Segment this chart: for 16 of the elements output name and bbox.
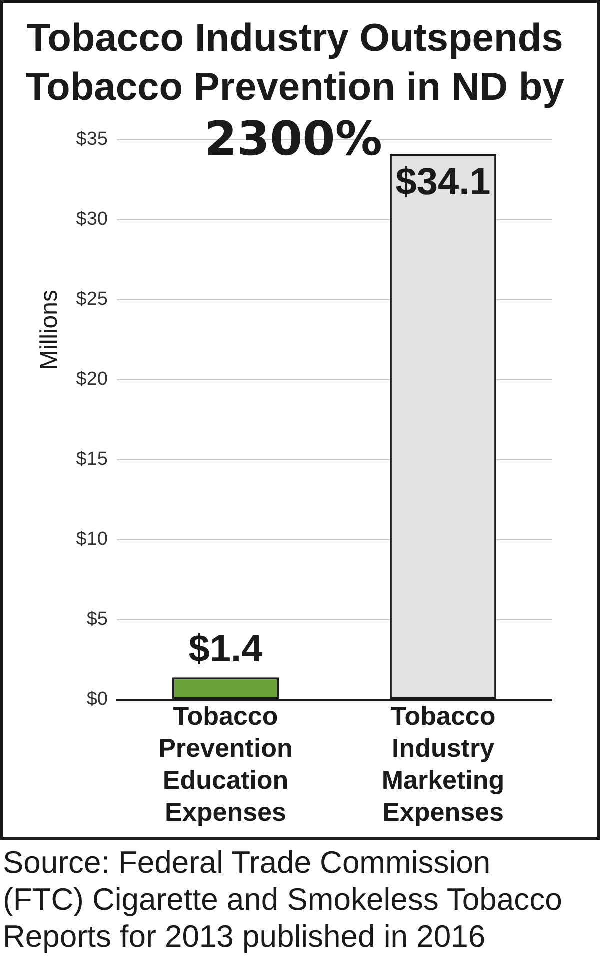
y-tick-label: $30 (76, 209, 108, 230)
y-tick-label: $35 (76, 129, 108, 150)
data-label: $1.4 (188, 628, 263, 671)
y-tick-label: $10 (76, 529, 108, 550)
y-tick-label: $5 (86, 609, 108, 630)
x-tick-label: Tobacco Prevention Education Expenses (158, 701, 293, 828)
chart-subtitle: 2300% (204, 112, 382, 167)
x-tick-label: Tobacco Industry Marketing Expenses (382, 701, 505, 828)
y-tick-label: $15 (76, 449, 108, 470)
y-tick-label: $20 (76, 369, 108, 390)
chart-title: Tobacco Industry Outspends Tobacco Prevention in ND by (26, 17, 564, 109)
source-note: Source: Federal Trade Commission (FTC) Cigarette and Smokeless Tobacco Reports for 2013 published in 2016 (3, 845, 562, 954)
data-label: $34.1 (396, 161, 491, 204)
y-tick-label: $25 (76, 289, 108, 310)
y-axis-title: Millions (36, 290, 63, 370)
y-tick-label: $0 (86, 689, 108, 710)
